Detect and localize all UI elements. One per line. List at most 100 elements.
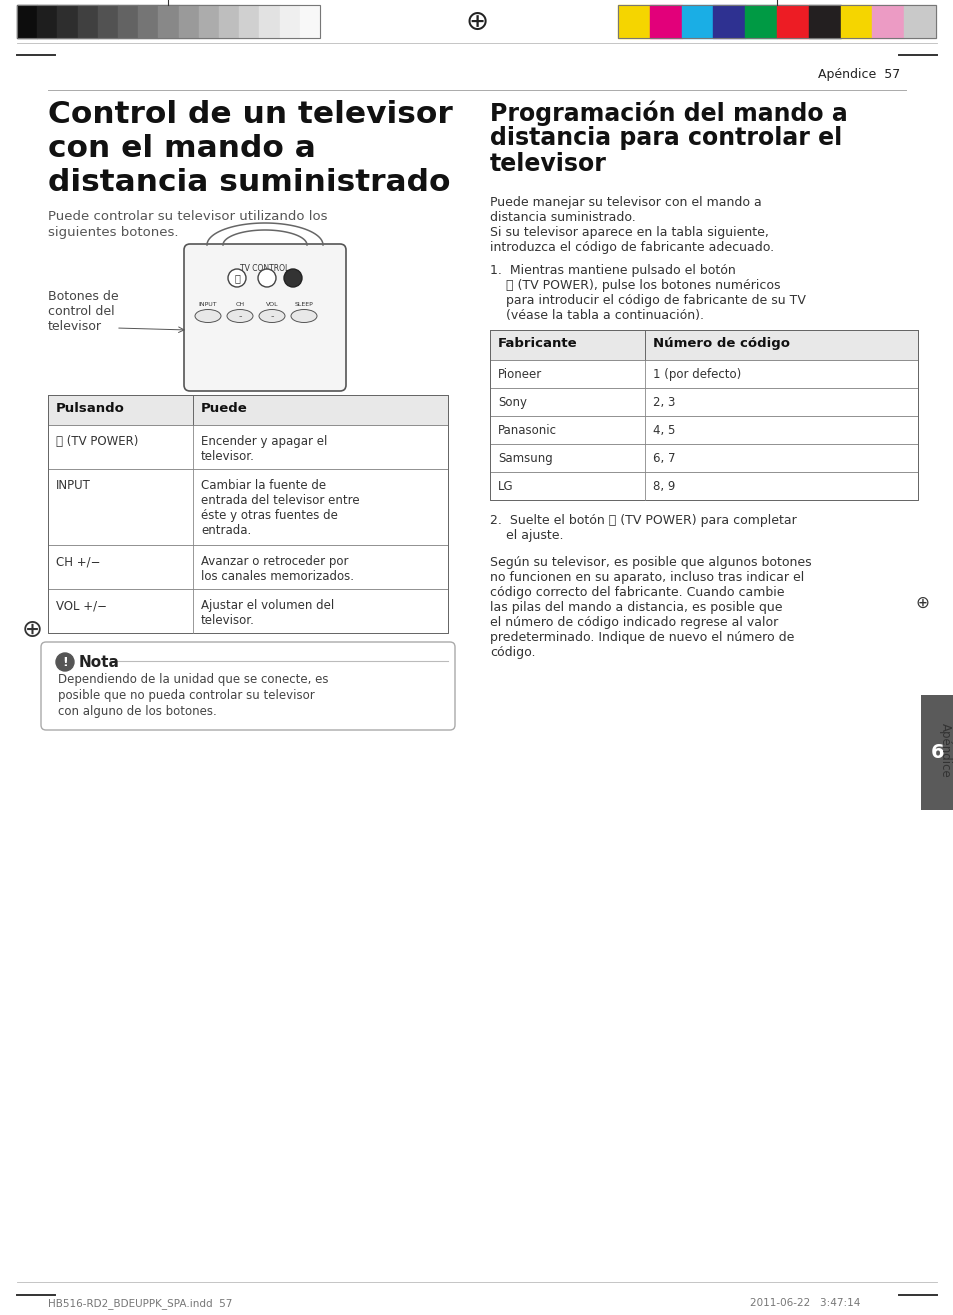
Text: ⊕: ⊕ [22, 618, 43, 642]
Text: con alguno de los botones.: con alguno de los botones. [58, 705, 216, 718]
Bar [871, 5, 903, 38]
Bar [48, 394, 448, 633]
Bar [903, 5, 935, 38]
Text: posible que no pueda controlar su televisor: posible que no pueda controlar su televi… [58, 689, 314, 702]
Text: introduzca el código de fabricante adecuado.: introduzca el código de fabricante adecu… [490, 241, 773, 254]
Text: los canales memorizados.: los canales memorizados. [201, 569, 354, 583]
Ellipse shape [258, 309, 285, 322]
Text: Puede: Puede [201, 402, 248, 416]
FancyBboxPatch shape [41, 642, 455, 730]
Text: SLEEP: SLEEP [294, 302, 313, 306]
Bar [57, 5, 77, 38]
Bar [259, 5, 279, 38]
Ellipse shape [291, 309, 316, 322]
Text: el número de código indicado regrese al valor: el número de código indicado regrese al … [490, 615, 778, 629]
Bar [490, 330, 917, 360]
Text: predeterminado. Indique de nuevo el número de: predeterminado. Indique de nuevo el núme… [490, 631, 794, 644]
Text: -: - [238, 312, 241, 321]
Text: 8, 9: 8, 9 [652, 480, 675, 493]
Text: CH: CH [235, 302, 244, 306]
Bar [178, 5, 198, 38]
Bar [37, 5, 57, 38]
Bar [776, 5, 808, 38]
Text: con el mando a: con el mando a [48, 134, 315, 163]
Text: Encender y apagar el: Encender y apagar el [201, 435, 327, 448]
Text: 4, 5: 4, 5 [652, 423, 675, 437]
Text: Según su televisor, es posible que algunos botones: Según su televisor, es posible que algun… [490, 556, 811, 569]
Text: Puede controlar su televisor utilizando los: Puede controlar su televisor utilizando … [48, 210, 327, 224]
Bar [840, 5, 871, 38]
Bar [490, 330, 917, 500]
Bar [490, 472, 917, 500]
Bar [920, 696, 953, 810]
Circle shape [228, 270, 246, 287]
Text: televisor.: televisor. [201, 614, 254, 627]
Bar [490, 360, 917, 388]
Text: distancia para controlar el: distancia para controlar el [490, 126, 841, 150]
Bar [158, 5, 178, 38]
Text: las pilas del mando a distancia, es posible que: las pilas del mando a distancia, es posi… [490, 601, 781, 614]
Text: CH +/−: CH +/− [56, 555, 100, 568]
Text: entrada del televisor entre: entrada del televisor entre [201, 494, 359, 508]
Text: Fabricante: Fabricante [497, 337, 577, 350]
Text: televisor: televisor [490, 153, 606, 176]
Bar [713, 5, 744, 38]
Bar [48, 589, 448, 633]
Text: Puede manejar su televisor con el mando a: Puede manejar su televisor con el mando … [490, 196, 760, 209]
Bar [77, 5, 98, 38]
Text: LG: LG [497, 480, 513, 493]
Text: Ajustar el volumen del: Ajustar el volumen del [201, 600, 334, 611]
Circle shape [257, 270, 275, 287]
Text: Pulsando: Pulsando [56, 402, 125, 416]
Text: !: ! [62, 655, 68, 668]
Bar [239, 5, 259, 38]
Bar [219, 5, 239, 38]
Bar [48, 544, 448, 589]
Bar [618, 5, 649, 38]
Text: VOL: VOL [265, 302, 278, 306]
Text: Dependiendo de la unidad que se conecte, es: Dependiendo de la unidad que se conecte,… [58, 673, 328, 686]
Bar [198, 5, 219, 38]
Bar [490, 388, 917, 416]
Text: control del: control del [48, 305, 114, 318]
Bar [744, 5, 776, 38]
Text: Avanzar o retroceder por: Avanzar o retroceder por [201, 555, 348, 568]
Text: entrada.: entrada. [201, 523, 251, 537]
Text: 6, 7: 6, 7 [652, 452, 675, 466]
Bar [490, 416, 917, 444]
Ellipse shape [227, 309, 253, 322]
Text: 6: 6 [930, 743, 943, 761]
Text: ⊕: ⊕ [465, 8, 488, 36]
Text: Nota: Nota [79, 655, 120, 671]
Circle shape [284, 270, 302, 287]
Text: Botones de: Botones de [48, 291, 118, 302]
Text: 2, 3: 2, 3 [652, 396, 675, 409]
Text: 1.  Mientras mantiene pulsado el botón: 1. Mientras mantiene pulsado el botón [490, 264, 735, 277]
Text: TV CONTROL: TV CONTROL [240, 264, 290, 274]
Text: Pioneer: Pioneer [497, 368, 541, 381]
Text: el ajuste.: el ajuste. [490, 529, 563, 542]
Bar [299, 5, 319, 38]
Text: código correcto del fabricante. Cuando cambie: código correcto del fabricante. Cuando c… [490, 586, 783, 600]
Text: (véase la tabla a continuación).: (véase la tabla a continuación). [490, 309, 703, 322]
Text: Panasonic: Panasonic [497, 423, 557, 437]
Text: éste y otras fuentes de: éste y otras fuentes de [201, 509, 337, 522]
Text: siguientes botones.: siguientes botones. [48, 226, 178, 239]
Bar [618, 5, 935, 38]
Text: INPUT: INPUT [56, 479, 91, 492]
Text: ⊕: ⊕ [914, 594, 928, 611]
Text: Samsung: Samsung [497, 452, 552, 466]
Text: Número de código: Número de código [652, 337, 789, 350]
Ellipse shape [194, 309, 221, 322]
Bar [808, 5, 840, 38]
Text: Apéndice  57: Apéndice 57 [817, 68, 899, 82]
Bar [649, 5, 680, 38]
Text: Apéndice: Apéndice [938, 723, 950, 777]
Bar [48, 394, 448, 425]
Text: distancia suministrado.: distancia suministrado. [490, 210, 635, 224]
Text: televisor.: televisor. [201, 450, 254, 463]
FancyBboxPatch shape [184, 245, 346, 391]
Text: televisor: televisor [48, 320, 102, 333]
Text: Programación del mando a: Programación del mando a [490, 100, 847, 125]
Text: ⏻ (TV POWER): ⏻ (TV POWER) [56, 435, 138, 448]
